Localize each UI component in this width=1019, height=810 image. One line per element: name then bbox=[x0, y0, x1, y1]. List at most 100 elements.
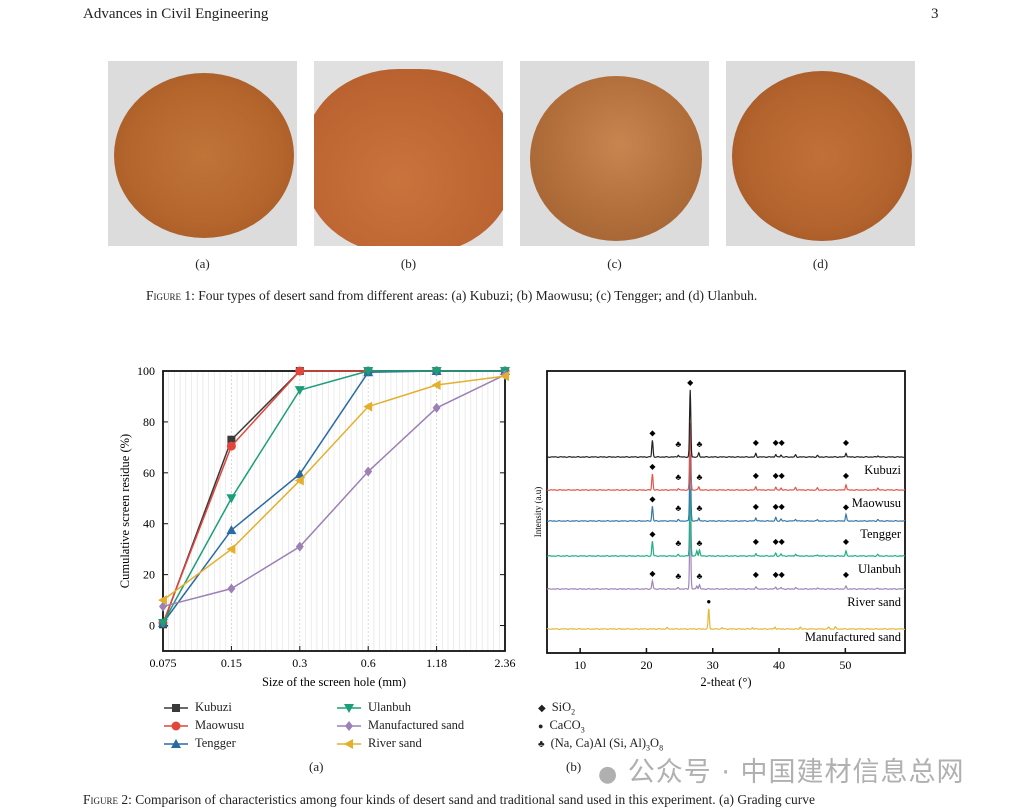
sand-photo-maowusu bbox=[314, 61, 503, 246]
legend-label: Manufactured sand bbox=[368, 718, 465, 732]
series-label: Maowusu bbox=[852, 496, 902, 510]
x-tick-label: 0.15 bbox=[221, 656, 242, 670]
grading-curve-chart: 0.075 0.15 0.3 0.6 1.18 2.36 0 20 40 60 80 100 Cumu… bbox=[118, 364, 516, 689]
legend-marker-icon bbox=[164, 721, 188, 730]
phase-marker: ◆ bbox=[687, 378, 694, 387]
data-point bbox=[227, 583, 236, 594]
xrd-trace bbox=[546, 521, 906, 591]
data-point bbox=[226, 441, 236, 451]
legend-item: Ulanbuh bbox=[336, 700, 411, 715]
watermark: ● 公众号 · 中国建材信息总网 bbox=[598, 757, 965, 788]
x-tick-label: 50 bbox=[839, 658, 851, 672]
figure2-panel-a-label: (a) bbox=[309, 759, 324, 774]
series-label: Ulanbuh bbox=[858, 562, 902, 576]
sand-photo-tengger bbox=[520, 61, 709, 246]
series-manufactured-sand: ● Manufactured sand bbox=[546, 597, 906, 644]
legend-label: SiO2 bbox=[551, 700, 576, 717]
y-tick-label: 20 bbox=[143, 568, 155, 582]
x-axis-label: Size of the screen hole (mm) bbox=[262, 675, 406, 689]
series-group: ●Manufactured sand◆ ♣ ♣ ◆ ◆ ◆ ◆River sand◆♣ ♣ ◆ ◆… bbox=[546, 378, 906, 644]
phase-marker: ♣ bbox=[675, 439, 681, 449]
figure1-caption-text: Four types of desert sand from different… bbox=[198, 288, 758, 303]
x-tick-label: 30 bbox=[707, 658, 719, 672]
phase-marker: ◆ bbox=[649, 569, 656, 578]
y-tick-label: 40 bbox=[143, 517, 155, 531]
phase-marker: ◆ bbox=[779, 438, 786, 447]
phase-marker: ◆ bbox=[779, 570, 786, 579]
series-line bbox=[162, 374, 506, 608]
data-point bbox=[294, 469, 305, 479]
caco3-marker-icon: ● bbox=[538, 721, 544, 732]
data-point bbox=[226, 494, 237, 504]
series-label: Kubuzi bbox=[864, 463, 901, 477]
xrd-trace bbox=[547, 454, 906, 523]
panel-label-d: (d) bbox=[812, 256, 829, 271]
data-point bbox=[158, 619, 168, 628]
phase-marker: ◆ bbox=[753, 570, 760, 579]
phase-marker: ◆ bbox=[753, 502, 760, 511]
x-axis-label: 2-theat (°) bbox=[700, 675, 751, 689]
legend-marker-icon bbox=[164, 738, 188, 748]
data-point bbox=[500, 371, 509, 382]
x-tick-label: 10 bbox=[574, 658, 586, 672]
x-tick-label: 40 bbox=[773, 658, 785, 672]
y-axis-label: Intensity (a.u) bbox=[533, 487, 543, 537]
data-point bbox=[158, 595, 167, 606]
data-point bbox=[363, 401, 373, 412]
phase-marker: ◆ bbox=[773, 537, 780, 546]
phase-marker: ◆ bbox=[649, 428, 656, 437]
phase-marker: ◆ bbox=[843, 502, 850, 511]
panel-label-a: (a) bbox=[195, 256, 210, 271]
legend-label: Ulanbuh bbox=[368, 700, 412, 714]
legend-marker bbox=[171, 738, 181, 748]
phase-marker: ♣ bbox=[675, 472, 681, 482]
legend-marker-icon bbox=[337, 703, 361, 713]
legend-label: (Na, Ca)Al (Si, Al)3O8 bbox=[550, 736, 664, 753]
sand-photo-ulanbuh bbox=[726, 61, 915, 246]
legend-feldspar: ♣ (Na, Ca)Al (Si, Al)3O8 bbox=[538, 736, 663, 753]
phase-marker: ◆ bbox=[773, 570, 780, 579]
legend-item: Tengger bbox=[163, 736, 236, 751]
legend-sio2: ◆ SiO2 bbox=[538, 700, 575, 717]
legend-label: Tengger bbox=[195, 736, 236, 750]
phase-marker: ● bbox=[706, 597, 711, 606]
sio2-marker-icon: ◆ bbox=[538, 702, 546, 714]
y-axis-label: Cumulative screen residue (%) bbox=[118, 434, 132, 588]
series-river-sand bbox=[158, 371, 509, 606]
y-tick-label: 0 bbox=[149, 619, 155, 633]
y-tick-label: 80 bbox=[143, 415, 155, 429]
phase-marker: ◆ bbox=[779, 502, 786, 511]
phase-marker: ♣ bbox=[697, 439, 703, 449]
phase-marker: ◆ bbox=[753, 537, 760, 546]
phase-marker: ♣ bbox=[697, 571, 703, 581]
phase-marker: ◆ bbox=[779, 471, 786, 480]
data-point bbox=[227, 435, 236, 444]
phase-marker: ♣ bbox=[697, 472, 703, 482]
wechat-icon: ● bbox=[598, 762, 619, 787]
figure2-caption-text: Comparison of characteristics among four… bbox=[135, 792, 815, 807]
legend-label: Maowusu bbox=[195, 718, 245, 732]
data-point bbox=[226, 544, 236, 555]
series-ulanbuh bbox=[158, 367, 510, 628]
series-group bbox=[158, 366, 510, 629]
series-label: River sand bbox=[847, 595, 902, 609]
phase-marker: ◆ bbox=[843, 438, 850, 447]
legend-label: River sand bbox=[368, 736, 422, 750]
x-tick-label: 1.18 bbox=[426, 656, 447, 670]
legend-marker bbox=[345, 720, 353, 731]
data-point bbox=[431, 380, 441, 390]
data-point bbox=[363, 367, 374, 376]
legend-marker bbox=[344, 738, 353, 749]
data-point bbox=[364, 466, 373, 477]
legend-marker-icon bbox=[164, 703, 188, 712]
figure2-panel-b-label: (b) bbox=[566, 759, 582, 774]
phase-marker: ♣ bbox=[675, 571, 681, 581]
xrd-trace bbox=[546, 608, 906, 631]
data-point bbox=[432, 402, 441, 413]
legend-item: Kubuzi bbox=[163, 700, 232, 715]
phase-marker: ◆ bbox=[843, 570, 850, 579]
plot-frame bbox=[546, 370, 906, 654]
phase-marker: ◆ bbox=[779, 537, 786, 546]
figure1-caption: Figure 1: Four types of desert sand from… bbox=[146, 288, 757, 304]
x-tick-label: 20 bbox=[640, 658, 652, 672]
